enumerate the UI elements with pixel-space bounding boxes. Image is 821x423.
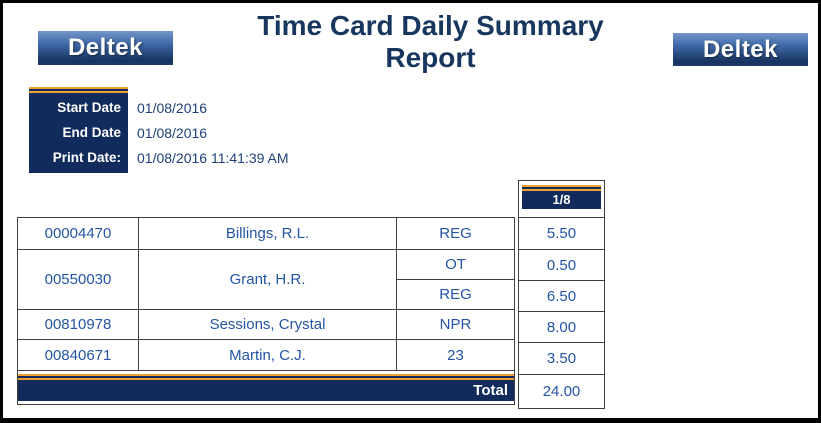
pay-type-cell: OT [396,249,515,280]
employee-id-cell: 00004470 [17,217,139,250]
table-row: 00810978 Sessions, Crystal NPR [17,309,515,340]
employee-name-cell: Billings, R.L. [138,217,397,250]
report-title-line2: Report [385,42,476,73]
report-title: Time Card Daily Summary Report [178,10,683,74]
table-row: 00840671 Martin, C.J. 23 [17,339,515,371]
table-row: 00550030 Grant, H.R. OT [17,249,515,310]
total-hours-cell: 24.00 [519,374,604,408]
date-column-header-box: 1/8 [519,181,604,217]
total-row-cell: Total [17,370,515,405]
print-date-value: 01/08/2016 11:41:39 AM [137,149,289,166]
print-date-label: Print Date: [52,150,121,165]
date-panel-labels: Start Date End Date Print Date: [29,87,128,173]
total-row: Total [17,370,515,405]
hours-cell: 6.50 [519,280,604,311]
date-panel: Start Date End Date Print Date: 01/08/20… [29,87,289,173]
deltek-logo-right: Deltek [673,33,808,66]
pay-type-cell: REG [396,279,515,310]
gold-stripe-decoration [522,185,601,191]
table-row: 00004470 Billings, R.L. REG [17,217,515,250]
pay-type-cell: REG [396,217,515,250]
hours-cell: 8.00 [519,311,604,342]
report-title-line1: Time Card Daily Summary [257,10,604,41]
start-date-label: Start Date [57,100,121,115]
end-date-value: 01/08/2016 [137,124,208,141]
employee-name-cell: Martin, C.J. [138,339,397,371]
hours-cell: 3.50 [519,342,604,374]
employee-id-cell: 00810978 [17,309,139,340]
hours-cell: 0.50 [519,249,604,280]
gold-stripe-decoration [18,374,514,380]
date-column-header: 1/8 [522,191,601,209]
date-panel-values: 01/08/2016 01/08/2016 01/08/2016 11:41:3… [137,87,289,173]
hours-column: 1/8 5.50 0.50 6.50 8.00 3.50 24.00 [518,180,605,409]
employee-name-cell: Sessions, Crystal [138,309,397,340]
hours-cell: 5.50 [519,217,604,249]
pay-type-cell: NPR [396,309,515,340]
pay-type-cell: 23 [396,339,515,371]
timecard-table: 00004470 Billings, R.L. REG 00550030 Gra… [17,217,515,405]
employee-id-cell: 00840671 [17,339,139,371]
employee-id-cell: 00550030 [17,249,139,310]
total-label: Total [18,380,514,401]
total-bar: Total [18,374,514,401]
gold-stripe-decoration [29,87,128,93]
end-date-label: End Date [62,125,121,140]
employee-name-cell: Grant, H.R. [138,249,397,310]
deltek-logo-left: Deltek [38,31,173,65]
table-row: REG [18,279,515,310]
start-date-value: 01/08/2016 [137,99,208,116]
